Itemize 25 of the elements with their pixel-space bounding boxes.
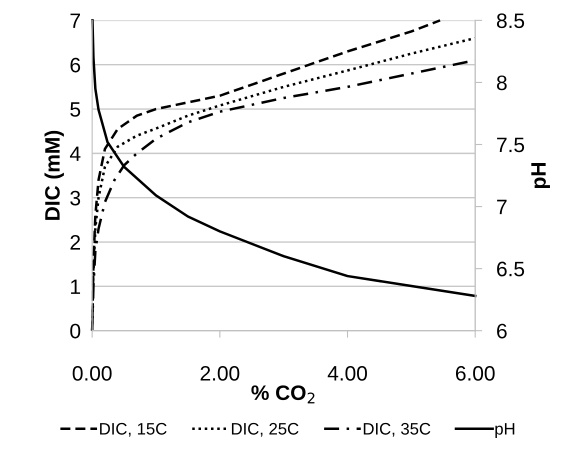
y-tick-label: 4 — [70, 146, 80, 161]
x-tick-label: 6.00 — [456, 366, 495, 381]
legend-label: pH — [495, 423, 514, 438]
y-tick-label: 7 — [70, 14, 80, 28]
y2-tick-label: 7.5 — [497, 138, 524, 152]
y-tick-label: 1 — [71, 280, 80, 294]
y2-tick-label: 6 — [497, 324, 507, 338]
y-tick-label: 3 — [70, 190, 80, 206]
y-tick-label: 0 — [70, 324, 80, 338]
x-tick-label: 0.00 — [72, 366, 112, 381]
y2-tick-label: 7 — [497, 200, 507, 214]
y-tick-label: 6 — [70, 58, 80, 72]
y-tick-label: 2 — [70, 235, 80, 250]
y-axis-title: DIC (mM) — [44, 130, 64, 220]
x-axis-title: % CO$_{2}$ — [251, 385, 314, 404]
legend-label: DIC, 15C — [100, 422, 167, 437]
y2-axis-title: pH — [531, 163, 550, 188]
legend-label: DIC, 25C — [232, 422, 298, 437]
x-tick-label: 4.00 — [328, 366, 367, 381]
legend-label: DIC, 35C — [364, 422, 430, 437]
y-tick-label: 5 — [70, 102, 80, 117]
y2-tick-label: 8.5 — [496, 13, 524, 28]
y2-tick-label: 6.5 — [497, 262, 524, 276]
y2-tick-label: 8 — [496, 75, 507, 90]
x-tick-label: 2.00 — [200, 366, 240, 381]
